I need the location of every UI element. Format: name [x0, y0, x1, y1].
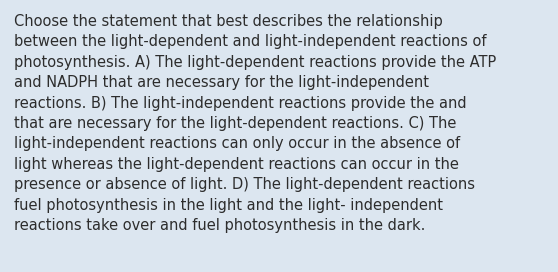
Text: Choose the statement that best describes the relationship
between the light-depe: Choose the statement that best describes…: [14, 14, 496, 233]
